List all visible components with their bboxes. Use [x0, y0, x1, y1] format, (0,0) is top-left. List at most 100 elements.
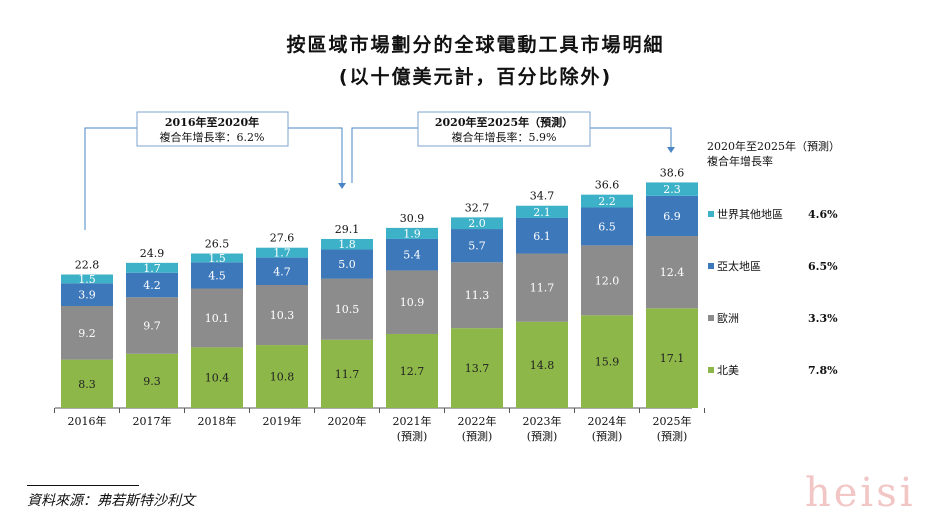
source-divider	[27, 485, 139, 486]
legend-label: 歐洲	[717, 311, 739, 325]
bar-segment-亞太地區	[646, 195, 698, 237]
x-tick-label: 2016年	[68, 414, 107, 428]
data-label: 2.3	[663, 183, 681, 196]
data-label: 11.7	[530, 282, 555, 295]
x-tick-label: 2022年	[458, 414, 497, 428]
bar-segment-歐洲	[191, 288, 243, 348]
legend-cagr: 3.3%	[808, 312, 838, 325]
bar-segment-亞太地區	[256, 257, 308, 286]
bar-segment-歐洲	[256, 285, 308, 346]
x-tick-label: 2017年	[133, 414, 172, 428]
legend-cagr: 4.6%	[808, 208, 838, 221]
data-label: 13.7	[465, 362, 490, 375]
bar-segment-北美	[581, 315, 633, 408]
bar-segment-亞太地區	[191, 262, 243, 289]
arrow-icon	[667, 147, 675, 153]
bar-segment-北美	[191, 347, 243, 408]
data-label: 3.9	[78, 289, 96, 302]
cagr-box-rate: 複合年增長率：6.2%	[160, 130, 265, 144]
cagr-box	[136, 111, 289, 147]
bar-segment-歐洲	[451, 262, 503, 329]
legend-title: 2020年至2025年（預測）	[707, 139, 840, 153]
data-label: 12.4	[660, 266, 685, 279]
data-label: 1.5	[78, 273, 96, 286]
data-label: 6.9	[663, 210, 681, 223]
data-label: 12.7	[400, 365, 425, 378]
total-label: 27.6	[270, 232, 295, 245]
cagr-box	[417, 111, 591, 147]
legend-swatch	[708, 367, 714, 373]
bar-segment-亞太地區	[581, 207, 633, 246]
total-label: 29.1	[335, 223, 360, 236]
x-tick-label: 2019年	[263, 414, 302, 428]
cagr-box-period: 2016年至2020年	[165, 115, 259, 129]
data-label: 1.8	[338, 238, 356, 251]
bar-segment-世界其他地區	[191, 253, 243, 263]
bar-segment-歐洲	[646, 236, 698, 309]
bar-segment-歐洲	[61, 305, 113, 360]
bar-segment-北美	[126, 353, 178, 408]
bar-segment-世界其他地區	[126, 262, 178, 273]
cagr-bracket-line	[590, 127, 672, 148]
bar-segment-世界其他地區	[646, 182, 698, 196]
cagr-bracket-line	[84, 127, 137, 230]
cagr-bracket-line	[288, 127, 343, 184]
bar-segment-亞太地區	[61, 283, 113, 306]
legend-swatch	[708, 211, 714, 217]
total-label: 34.7	[530, 190, 555, 203]
data-label: 10.9	[400, 296, 425, 309]
data-label: 4.2	[143, 279, 161, 292]
data-label: 5.0	[338, 258, 356, 271]
bar-segment-北美	[61, 359, 113, 408]
bar-segment-歐洲	[126, 297, 178, 354]
bar-segment-歐洲	[321, 278, 373, 340]
bar-segment-亞太地區	[386, 238, 438, 271]
x-tick-label: 2020年	[328, 414, 367, 428]
x-tick-label: 2023年	[523, 414, 562, 428]
total-label: 32.7	[465, 201, 490, 214]
bar-segment-世界其他地區	[516, 205, 568, 218]
data-label: 10.3	[270, 309, 295, 322]
data-label: 4.5	[208, 269, 226, 282]
data-label: 9.3	[143, 375, 161, 388]
data-label: 15.9	[595, 356, 620, 369]
data-label: 14.8	[530, 359, 555, 372]
data-label: 17.1	[660, 352, 685, 365]
legend-title: 複合年增長率	[707, 154, 773, 168]
bar-segment-世界其他地區	[581, 194, 633, 208]
data-label: 9.7	[143, 320, 161, 333]
data-label: 10.1	[205, 312, 230, 325]
bar-segment-歐洲	[581, 245, 633, 316]
data-label: 8.3	[78, 378, 96, 391]
x-tick-label: (預測)	[462, 429, 493, 443]
total-label: 26.5	[205, 238, 230, 251]
data-label: 2.1	[533, 206, 551, 219]
bar-segment-北美	[321, 339, 373, 408]
arrow-icon	[338, 183, 346, 189]
cagr-bracket-line	[351, 127, 418, 183]
bar-segment-北美	[646, 308, 698, 408]
bar-segment-亞太地區	[516, 217, 568, 254]
bar-segment-亞太地區	[321, 249, 373, 279]
bar-segment-亞太地區	[126, 272, 178, 298]
legend-swatch	[708, 315, 714, 321]
total-label: 22.8	[75, 259, 100, 272]
data-label: 11.3	[465, 289, 490, 302]
bar-segment-北美	[516, 321, 568, 408]
x-tick-label: (預測)	[397, 429, 428, 443]
x-tick-label: (預測)	[527, 429, 558, 443]
data-label: 10.5	[335, 303, 360, 316]
data-label: 5.7	[468, 240, 486, 253]
data-label: 10.4	[205, 372, 230, 385]
bar-segment-歐洲	[386, 270, 438, 334]
data-label: 11.7	[335, 368, 360, 381]
legend-label: 亞太地區	[717, 260, 761, 273]
bar-segment-北美	[386, 333, 438, 408]
data-label: 6.1	[533, 230, 551, 243]
data-label: 6.5	[598, 220, 616, 233]
legend-label: 北美	[717, 364, 739, 377]
legend-cagr: 6.5%	[808, 260, 838, 273]
bar-segment-歐洲	[516, 253, 568, 322]
data-label: 4.7	[273, 265, 291, 278]
